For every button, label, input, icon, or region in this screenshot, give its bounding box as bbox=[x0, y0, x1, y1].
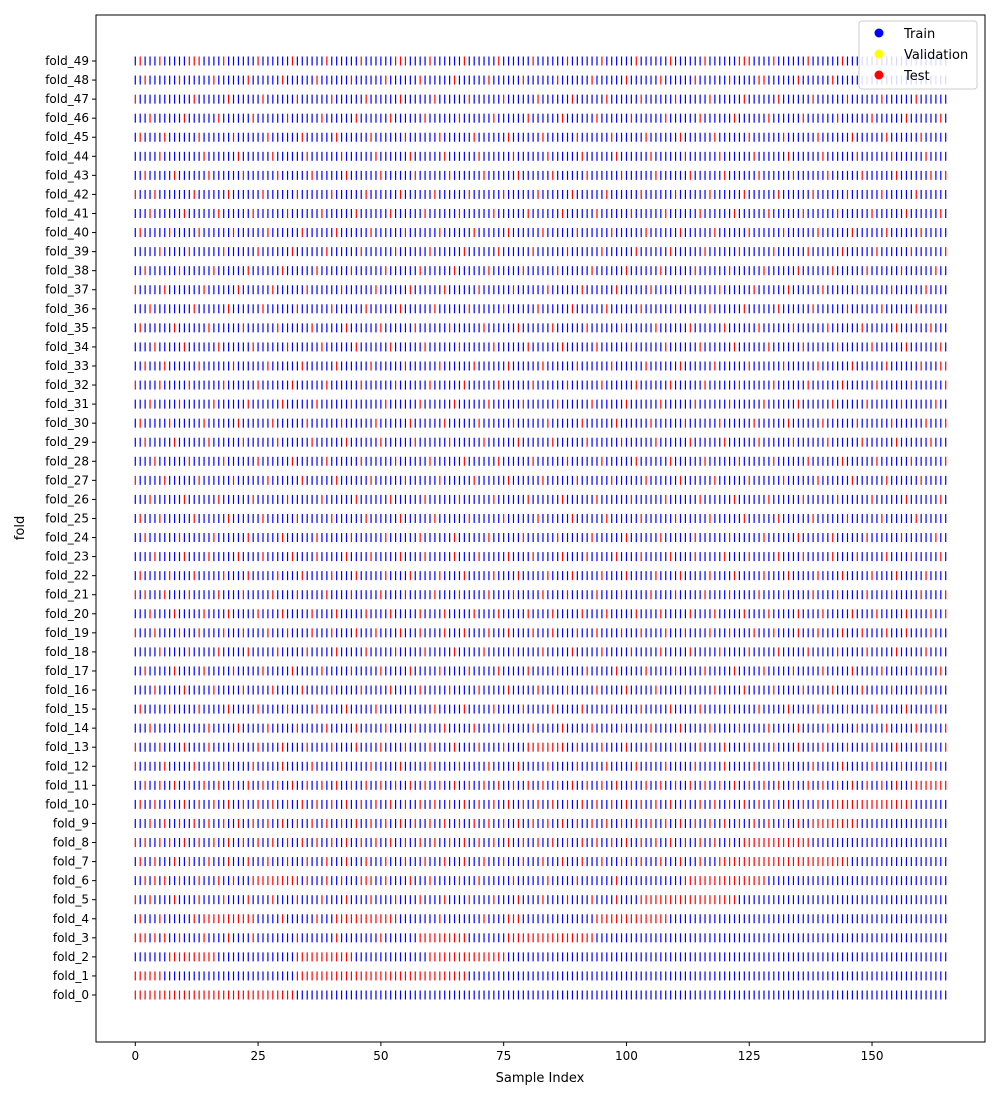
fold-row-fold_27 bbox=[134, 475, 947, 485]
fold-row-fold_20 bbox=[134, 609, 947, 619]
fold-row-fold_2 bbox=[134, 952, 947, 962]
fold-row-fold_15 bbox=[134, 704, 947, 714]
fold-row-fold_12 bbox=[134, 761, 947, 771]
fold-row-fold_8 bbox=[134, 838, 947, 848]
fold-row-fold_28 bbox=[134, 456, 947, 466]
fold-row-fold_18 bbox=[134, 647, 947, 657]
plot-frame bbox=[95, 14, 986, 1043]
fold-row-fold_17 bbox=[134, 666, 947, 676]
fold-row-fold_24 bbox=[134, 533, 947, 543]
fold-row-fold_10 bbox=[134, 799, 947, 809]
fold-row-fold_21 bbox=[134, 590, 947, 600]
fold-row-fold_1 bbox=[134, 971, 947, 981]
fold-row-fold_16 bbox=[134, 685, 947, 695]
fold-row-fold_9 bbox=[134, 818, 947, 828]
fold-row-fold_19 bbox=[134, 628, 947, 638]
fold-row-fold_22 bbox=[134, 571, 947, 581]
fold-row-fold_26 bbox=[134, 494, 947, 504]
data-marks bbox=[134, 56, 947, 1000]
fold-row-fold_14 bbox=[134, 723, 947, 733]
fold-row-fold_29 bbox=[134, 437, 947, 447]
fold-row-fold_7 bbox=[134, 857, 947, 867]
fold-row-fold_5 bbox=[134, 895, 947, 905]
fold-row-fold_25 bbox=[134, 513, 947, 523]
fold-row-fold_6 bbox=[134, 876, 947, 886]
fold-row-fold_0 bbox=[134, 990, 947, 1000]
fold-row-fold_3 bbox=[134, 933, 947, 943]
fold-row-fold_23 bbox=[134, 552, 947, 562]
fold-row-fold_4 bbox=[134, 914, 947, 924]
fold-row-fold_11 bbox=[134, 780, 947, 790]
fold-row-fold_13 bbox=[134, 742, 947, 752]
